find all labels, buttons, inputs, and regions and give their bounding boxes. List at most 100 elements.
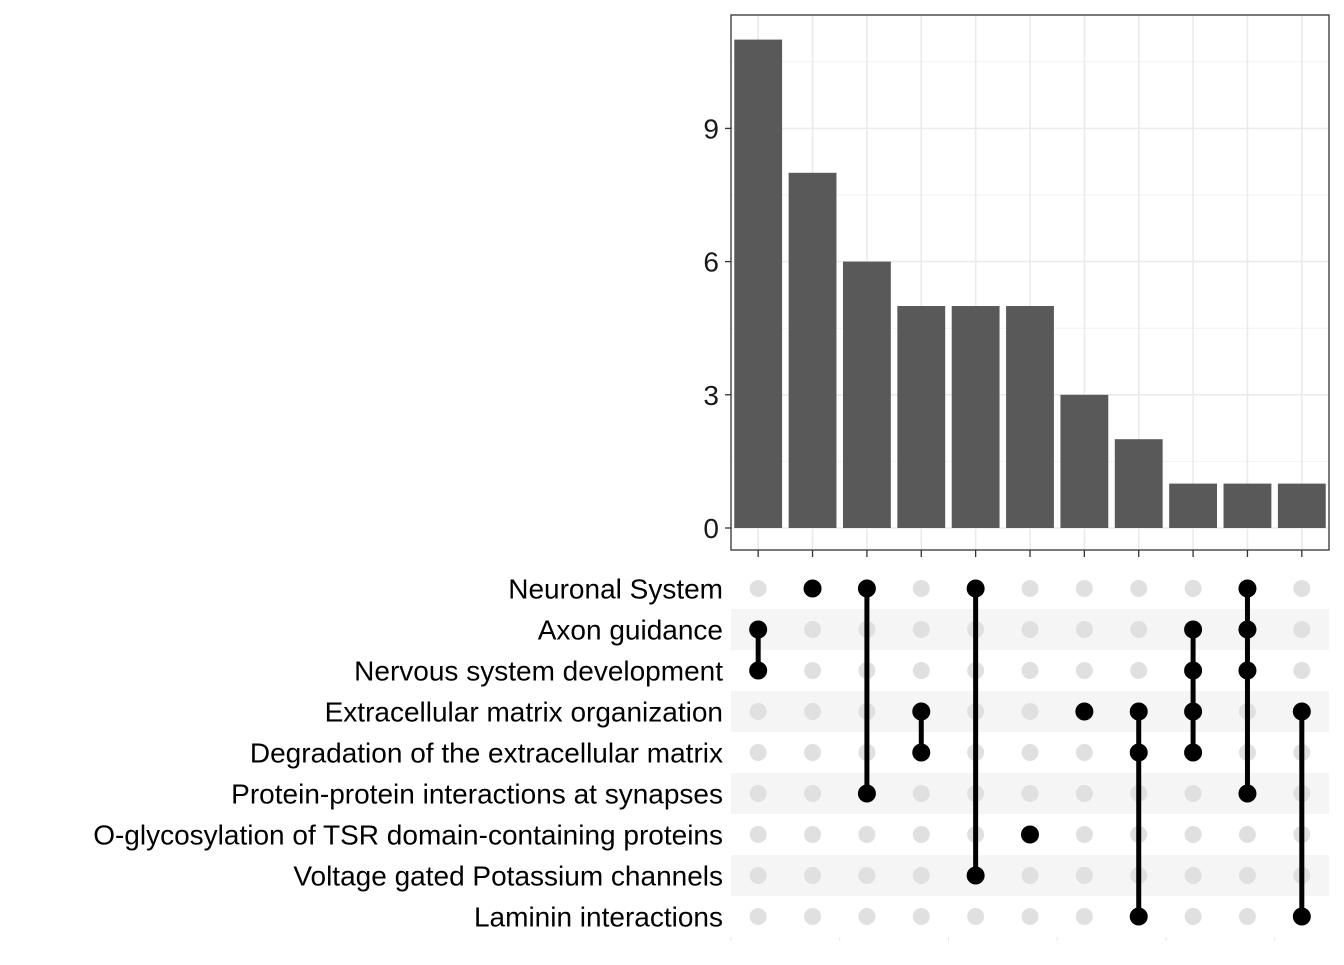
empty-matrix-point: [1075, 908, 1093, 925]
filled-matrix-point: [1184, 620, 1203, 639]
set-label: O-glycosylation of TSR domain-containing…: [93, 820, 723, 851]
filled-matrix-point: [857, 579, 876, 598]
filled-matrix-point: [803, 579, 822, 598]
empty-matrix-point: [749, 703, 767, 720]
empty-matrix-point: [967, 908, 985, 925]
empty-matrix-point: [912, 785, 930, 802]
empty-matrix-point: [1293, 662, 1311, 679]
empty-matrix-point: [1021, 785, 1039, 802]
empty-matrix-point: [749, 867, 767, 884]
empty-matrix-point: [1130, 662, 1148, 679]
set-label: Nervous system development: [354, 656, 723, 687]
empty-matrix-point: [1238, 908, 1256, 925]
empty-matrix-point: [1021, 908, 1039, 925]
filled-matrix-point: [1238, 579, 1257, 598]
empty-matrix-point: [749, 744, 767, 761]
filled-matrix-point: [966, 866, 985, 885]
empty-matrix-point: [1184, 785, 1202, 802]
empty-matrix-point: [912, 580, 930, 597]
intersection-bar: [1169, 483, 1218, 528]
filled-matrix-point: [966, 579, 985, 598]
empty-matrix-point: [1075, 621, 1093, 638]
set-label: Extracellular matrix organization: [325, 697, 723, 728]
empty-matrix-point: [1184, 580, 1202, 597]
set-label: Axon guidance: [538, 615, 723, 646]
filled-matrix-point: [1292, 702, 1311, 721]
set-label: Laminin interactions: [474, 902, 723, 933]
empty-matrix-point: [1075, 662, 1093, 679]
empty-matrix-point: [1184, 826, 1202, 843]
intersection-bar: [734, 39, 783, 528]
intersection-bar: [1060, 394, 1109, 528]
empty-matrix-point: [1293, 580, 1311, 597]
filled-matrix-point: [857, 784, 876, 803]
empty-matrix-point: [1075, 580, 1093, 597]
empty-matrix-point: [1021, 867, 1039, 884]
intersection-bar: [951, 306, 1000, 528]
empty-matrix-point: [1075, 867, 1093, 884]
empty-matrix-point: [804, 703, 822, 720]
intersection-bar: [1223, 483, 1272, 528]
filled-matrix-point: [1238, 784, 1257, 803]
empty-matrix-point: [1021, 744, 1039, 761]
y-tick-label: 0: [703, 513, 719, 544]
filled-matrix-point: [1184, 702, 1203, 721]
empty-matrix-point: [1021, 621, 1039, 638]
filled-matrix-point: [1021, 825, 1039, 844]
empty-matrix-point: [804, 908, 822, 925]
empty-matrix-point: [749, 908, 767, 925]
empty-matrix-point: [804, 662, 822, 679]
filled-matrix-point: [1238, 620, 1257, 639]
empty-matrix-point: [804, 826, 822, 843]
intersection-bar: [1277, 483, 1326, 528]
y-tick-label: 3: [703, 380, 719, 411]
empty-matrix-point: [1238, 826, 1256, 843]
intersection-bar: [842, 261, 891, 528]
set-label: Voltage gated Potassium channels: [293, 861, 723, 892]
empty-matrix-point: [858, 908, 876, 925]
intersection-bar: [1114, 439, 1163, 528]
empty-matrix-point: [1021, 580, 1039, 597]
empty-matrix-point: [749, 580, 767, 597]
empty-matrix-point: [1075, 826, 1093, 843]
empty-matrix-point: [804, 785, 822, 802]
intersection-bar: [1006, 306, 1054, 528]
empty-matrix-point: [858, 826, 876, 843]
empty-matrix-point: [858, 867, 876, 884]
set-label: Degradation of the extracellular matrix: [250, 738, 723, 769]
empty-matrix-point: [1130, 580, 1148, 597]
filled-matrix-point: [1129, 702, 1148, 721]
empty-matrix-point: [912, 867, 930, 884]
empty-matrix-point: [1075, 744, 1093, 761]
empty-matrix-point: [912, 662, 930, 679]
filled-matrix-point: [1129, 907, 1148, 926]
filled-matrix-point: [1184, 661, 1203, 680]
filled-matrix-point: [1075, 702, 1094, 721]
intersection-bar: [788, 172, 837, 529]
filled-matrix-point: [1184, 743, 1203, 762]
empty-matrix-point: [912, 826, 930, 843]
empty-matrix-point: [1238, 867, 1256, 884]
set-label: Protein-protein interactions at synapses: [231, 779, 723, 810]
empty-matrix-point: [1184, 908, 1202, 925]
empty-matrix-point: [1021, 662, 1039, 679]
empty-matrix-point: [749, 826, 767, 843]
set-label: Neuronal System: [508, 574, 723, 605]
filled-matrix-point: [1238, 661, 1257, 680]
empty-matrix-point: [1021, 703, 1039, 720]
filled-matrix-point: [912, 743, 931, 762]
empty-matrix-point: [1293, 621, 1311, 638]
filled-matrix-point: [749, 661, 768, 680]
filled-matrix-point: [749, 620, 768, 639]
empty-matrix-point: [912, 621, 930, 638]
empty-matrix-point: [804, 621, 822, 638]
y-tick-label: 6: [703, 247, 719, 278]
empty-matrix-point: [912, 908, 930, 925]
intersection-bar: [897, 306, 946, 528]
y-tick-label: 9: [703, 113, 719, 144]
empty-matrix-point: [749, 785, 767, 802]
empty-matrix-point: [804, 744, 822, 761]
filled-matrix-point: [912, 702, 931, 721]
